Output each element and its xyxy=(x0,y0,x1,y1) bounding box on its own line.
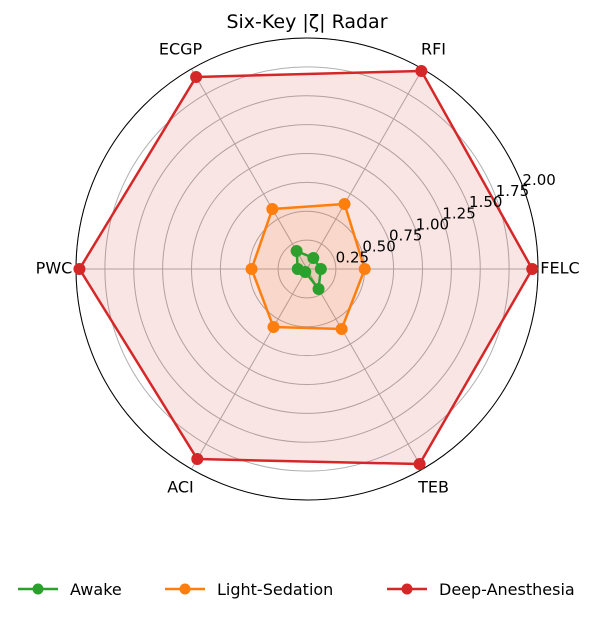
chart-title: Six-Key |ζ| Radar xyxy=(226,11,387,33)
series-marker xyxy=(415,64,428,77)
series-marker xyxy=(73,263,86,275)
legend-label: Light-Sedation xyxy=(217,579,334,599)
series-marker xyxy=(267,321,280,334)
series-fill xyxy=(251,203,365,330)
axis-labels: FELC RFI ECGP PWC ACI TEB xyxy=(36,39,580,496)
spoke-line xyxy=(306,68,423,270)
radial-tick-label: 0.50 xyxy=(362,237,395,255)
axis-label: FELC xyxy=(540,259,579,278)
radial-tick-label: 1.00 xyxy=(416,215,449,233)
radial-tick-label: 0.75 xyxy=(389,226,422,244)
series-marker xyxy=(526,263,539,275)
series-marker xyxy=(312,283,325,296)
series-marker xyxy=(290,244,303,257)
radial-tick-label: 1.75 xyxy=(496,182,529,200)
spoke-line xyxy=(191,268,308,470)
radial-tick-label: 1.25 xyxy=(442,204,475,222)
series-marker xyxy=(335,323,348,336)
legend: Awake Light-Sedation Deep-Anesthesia xyxy=(0,572,614,606)
legend-label: Deep-Anesthesia xyxy=(439,579,575,599)
axis-label: RFI xyxy=(421,39,446,58)
legend-swatch xyxy=(387,572,427,606)
series-marker xyxy=(307,251,320,264)
series-marker xyxy=(358,263,371,275)
series-marker xyxy=(314,263,327,275)
series-marker xyxy=(191,453,204,466)
axis-label: ACI xyxy=(167,478,194,497)
legend-item: Light-Sedation xyxy=(165,572,333,606)
axis-label: PWC xyxy=(36,259,73,278)
spoke-line xyxy=(191,68,308,270)
legend-item: Deep-Anesthesia xyxy=(387,572,575,606)
legend-label: Awake xyxy=(70,579,122,599)
axis-label: TEB xyxy=(417,478,449,497)
series-marker xyxy=(413,458,426,471)
radar-chart: Six-Key |ζ| Radar FELC RFI ECGP PWC ACI TEB 0… xyxy=(36,11,580,501)
legend-swatch xyxy=(165,572,205,606)
series-marker xyxy=(245,263,258,275)
legend-swatch xyxy=(18,572,58,606)
axis-label: ECGP xyxy=(159,39,203,58)
series-lines xyxy=(73,64,539,471)
legend-item: Awake xyxy=(18,572,122,606)
radial-tick-label: 2.00 xyxy=(522,171,555,189)
radial-tick-label: 0.25 xyxy=(336,248,369,266)
spoke-line xyxy=(306,268,423,470)
series-marker xyxy=(338,197,351,210)
radial-tick-labels: 0.250.500.751.001.251.501.752.00 xyxy=(336,171,556,266)
radial-tick-label: 1.50 xyxy=(469,193,502,211)
series-marker xyxy=(299,266,312,279)
series-marker xyxy=(190,70,203,83)
series-marker xyxy=(266,202,279,215)
